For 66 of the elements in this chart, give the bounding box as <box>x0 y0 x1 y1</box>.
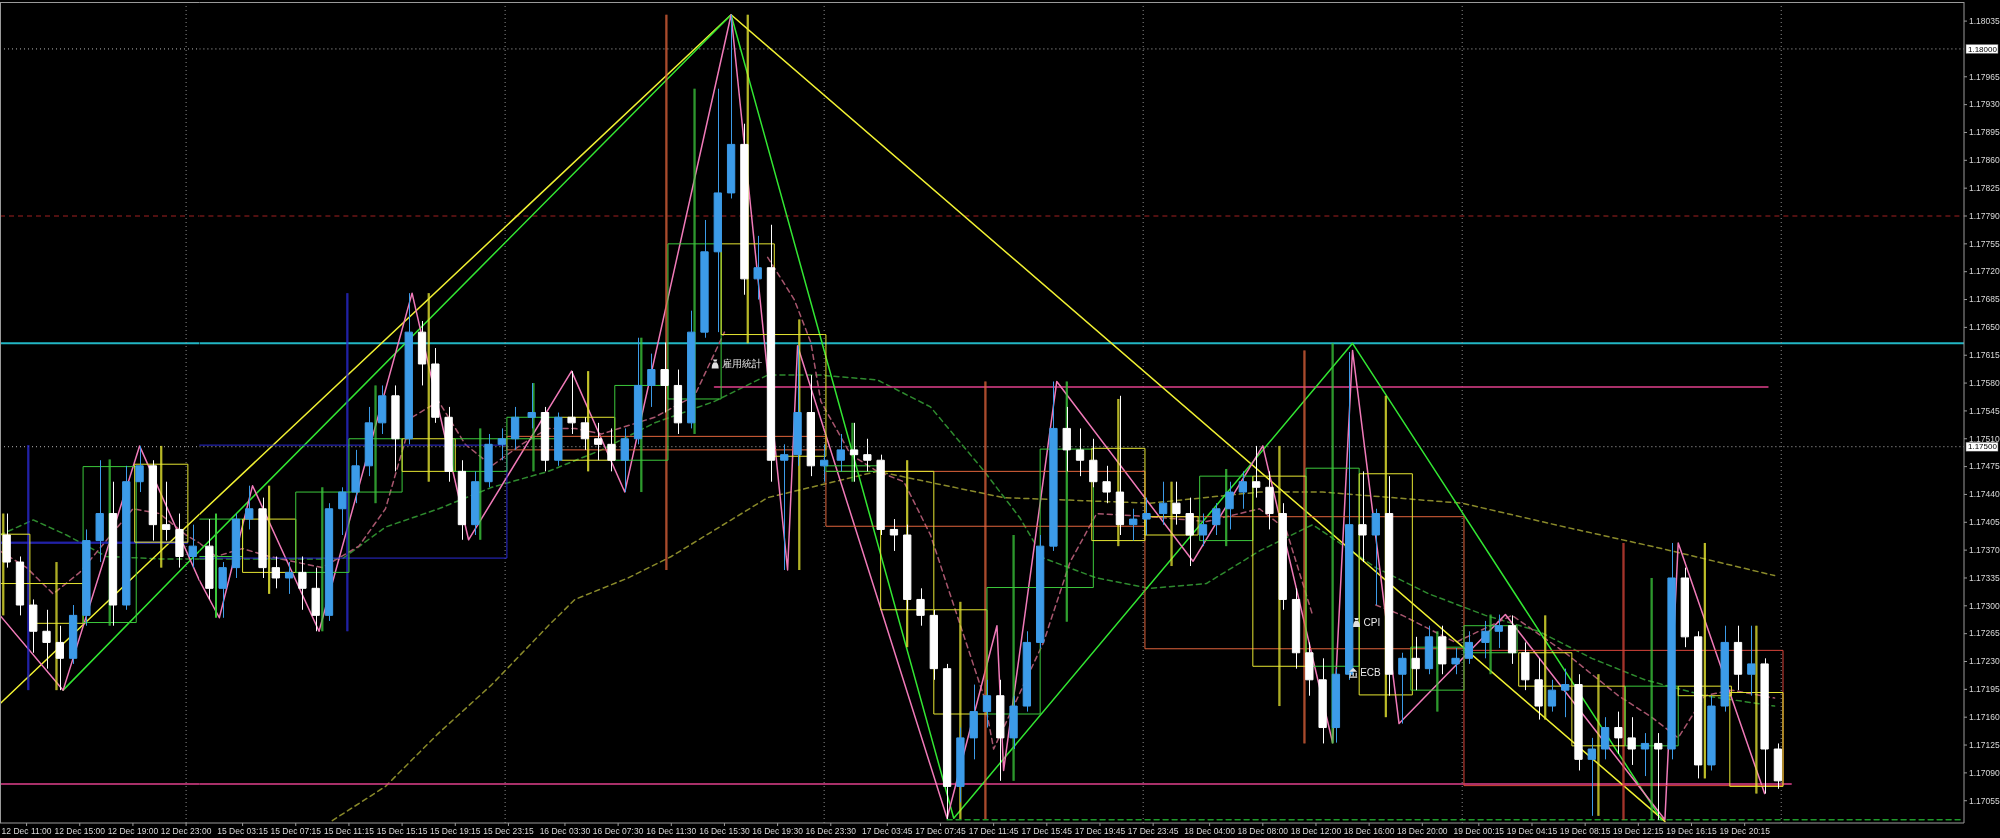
x-tick-label: 12 Dec 15:00 <box>54 826 106 836</box>
y-tick-label: 1.17335 <box>1969 572 2000 583</box>
x-tick-label: 19 Dec 20:15 <box>1719 826 1771 836</box>
y-tick-label: 1.17230 <box>1969 656 2000 667</box>
x-tick-label: 19 Dec 16:15 <box>1666 826 1718 836</box>
annotation: ECB <box>1360 667 1382 679</box>
y-tick-label: 1.17475 <box>1969 461 2000 472</box>
x-tick-label: 12 Dec 11:00 <box>1 826 52 836</box>
x-tick-label: 18 Dec 20:00 <box>1397 826 1448 836</box>
ref-line-label: 1.17500 <box>1968 442 1998 452</box>
y-tick-label: 1.17790 <box>1969 210 2000 221</box>
x-tick-label: 17 Dec 23:45 <box>1127 826 1179 836</box>
x-tick-label: 15 Dec 19:15 <box>429 826 481 836</box>
x-tick-label: 16 Dec 23:30 <box>805 826 857 836</box>
y-tick-label: 1.17405 <box>1969 517 2000 528</box>
x-tick-label: 17 Dec 03:45 <box>862 826 913 836</box>
y-tick-label: 1.17510 <box>1969 433 2000 444</box>
x-tick-label: 18 Dec 08:00 <box>1237 826 1289 836</box>
y-tick-label: 1.17055 <box>1969 795 2000 806</box>
y-tick-label: 1.17090 <box>1969 767 2000 778</box>
y-tick-label: 1.17300 <box>1969 600 2000 611</box>
y-tick-label: 1.17650 <box>1969 322 2000 333</box>
y-tick-label: 1.17755 <box>1969 238 2000 249</box>
x-tick-label: 17 Dec 07:45 <box>915 826 967 836</box>
x-tick-label: 16 Dec 15:30 <box>699 826 750 836</box>
x-tick-label: 15 Dec 15:15 <box>376 826 428 836</box>
x-tick-label: 12 Dec 19:00 <box>107 826 159 836</box>
y-tick-label: 1.17580 <box>1969 377 2000 388</box>
y-tick-label: 1.17370 <box>1969 544 2000 555</box>
annotation: 雇用統計 <box>722 358 763 370</box>
y-tick-label: 1.17440 <box>1969 489 2000 500</box>
y-tick-label: 1.17195 <box>1969 684 2000 695</box>
annotation: CPI <box>1363 617 1381 629</box>
y-tick-label: 1.17160 <box>1969 712 2000 722</box>
x-tick-label: 18 Dec 16:00 <box>1343 826 1395 836</box>
y-tick-label: 1.17125 <box>1969 739 2000 750</box>
y-tick-label: 1.18035 <box>1969 15 2000 26</box>
y-tick-label: 1.17545 <box>1969 405 2000 416</box>
x-tick-label: 19 Dec 12:15 <box>1613 826 1664 836</box>
y-tick-label: 1.17265 <box>1969 628 2000 639</box>
x-tick-label: 18 Dec 04:00 <box>1184 826 1236 836</box>
x-tick-label: 16 Dec 11:30 <box>646 826 697 836</box>
y-tick-label: 1.17685 <box>1969 294 2000 305</box>
x-tick-label: 12 Dec 23:00 <box>160 826 212 836</box>
x-tick-label: 16 Dec 19:30 <box>752 826 804 836</box>
x-tick-label: 16 Dec 07:30 <box>592 826 644 836</box>
x-tick-label: 15 Dec 11:15 <box>323 826 375 836</box>
x-tick-label: 19 Dec 04:15 <box>1506 826 1558 836</box>
x-tick-label: 17 Dec 19:45 <box>1074 826 1126 836</box>
y-tick-label: 1.17895 <box>1969 127 2000 138</box>
y-tick-label: 1.17825 <box>1969 182 2000 193</box>
x-tick-label: 15 Dec 03:15 <box>217 826 269 836</box>
x-tick-label: 15 Dec 23:15 <box>483 826 534 836</box>
ref-line-label: 1.18000 <box>1968 44 1998 54</box>
x-tick-label: 19 Dec 00:15 <box>1453 826 1505 836</box>
y-tick-label: 1.17615 <box>1969 350 2000 361</box>
y-tick-label: 1.17930 <box>1969 99 2000 110</box>
y-tick-label: 1.17860 <box>1969 155 2000 166</box>
x-tick-label: 18 Dec 12:00 <box>1290 826 1342 836</box>
y-tick-label: 1.17965 <box>1969 71 2000 82</box>
x-tick-label: 16 Dec 03:30 <box>539 826 591 836</box>
y-tick-label: 1.17720 <box>1969 266 2000 277</box>
x-tick-label: 17 Dec 11:45 <box>968 826 1019 836</box>
x-tick-label: 15 Dec 07:15 <box>270 826 322 836</box>
x-tick-label: 17 Dec 15:45 <box>1021 826 1073 836</box>
x-tick-label: 19 Dec 08:15 <box>1559 826 1611 836</box>
